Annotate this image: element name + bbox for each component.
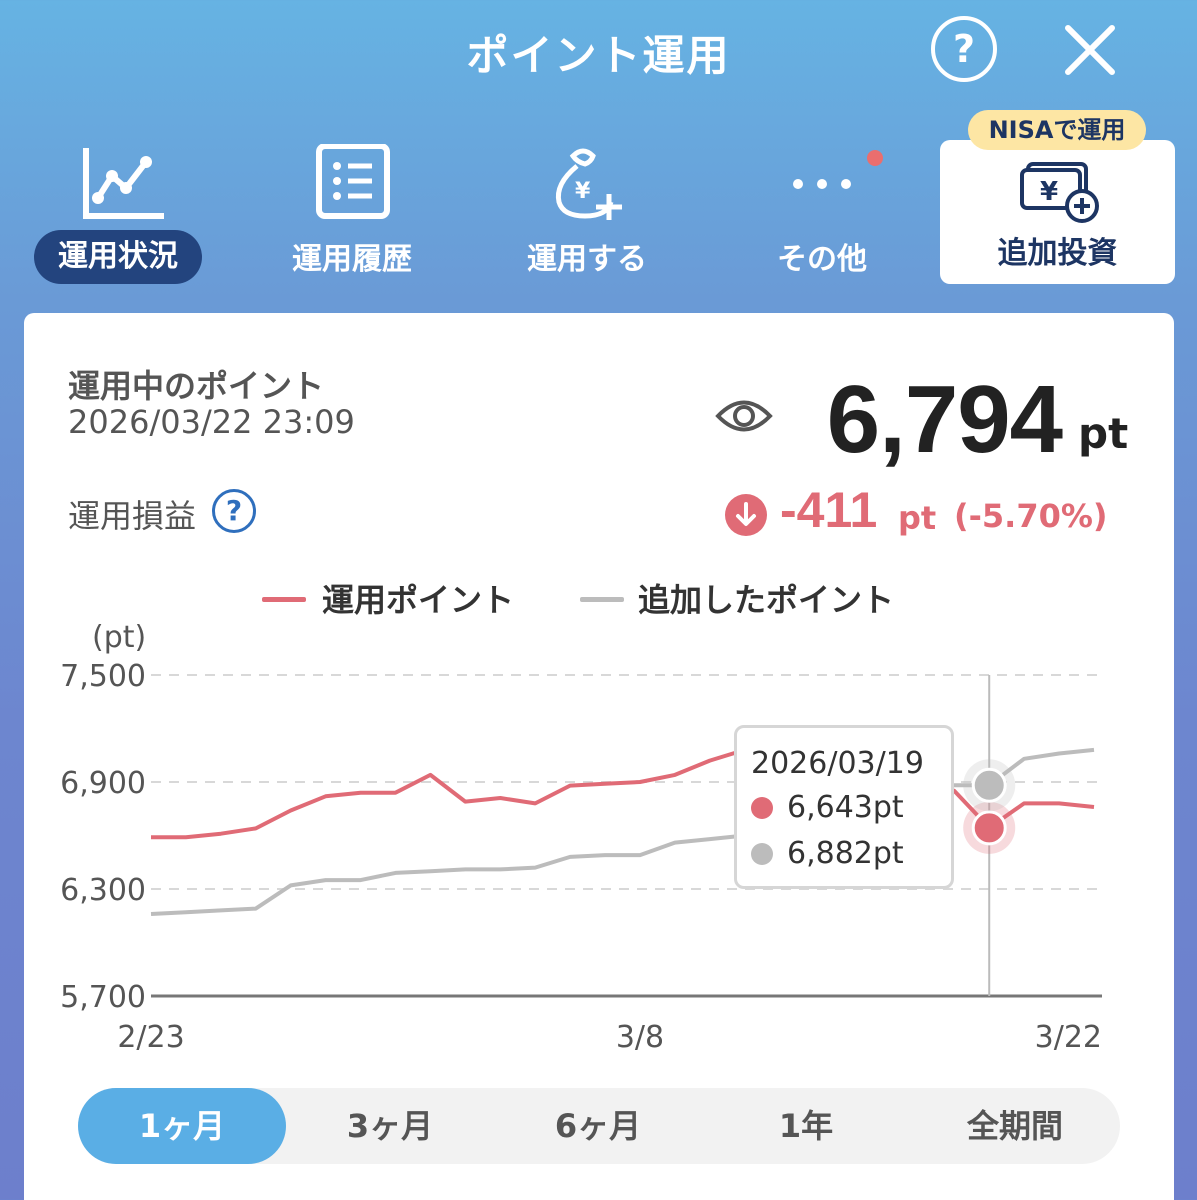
close-icon[interactable] bbox=[1062, 22, 1118, 78]
help-button[interactable]: ? bbox=[931, 16, 997, 82]
yen-bill-plus-icon: ¥ bbox=[1020, 162, 1099, 223]
updated-datetime: 2026/03/22 23:09 bbox=[68, 403, 355, 441]
points-value: 6,794 bbox=[826, 366, 1063, 473]
tooltip-dot-operating bbox=[751, 797, 773, 819]
legend-swatch-operating bbox=[262, 597, 306, 602]
profit-loss-value: -411 bbox=[780, 482, 878, 538]
nav-item-label: 運用履歴 bbox=[292, 242, 412, 277]
tooltip-row-operating: 6,643pt bbox=[751, 790, 904, 825]
tooltip-row-added: 6,882pt bbox=[751, 836, 904, 871]
add-investment-button[interactable]: ¥ 追加投資 bbox=[940, 140, 1175, 284]
x-tick-label: 2/23 bbox=[117, 1020, 184, 1055]
page-title: ポイント運用 bbox=[466, 31, 731, 80]
nav-item-history[interactable]: 運用履歴 bbox=[252, 130, 452, 290]
y-tick-label: 6,900 bbox=[60, 766, 146, 801]
tab-all-time[interactable]: 全期間 bbox=[966, 1107, 1063, 1145]
more-dots-icon bbox=[793, 179, 851, 189]
tab-1-year[interactable]: 1年 bbox=[778, 1107, 834, 1145]
nav-item-label: 運用状況 bbox=[34, 230, 202, 284]
svg-text:¥: ¥ bbox=[1040, 177, 1058, 207]
tooltip-value-added: 6,882pt bbox=[787, 836, 904, 871]
selected-point-operating bbox=[971, 810, 1007, 846]
eye-icon[interactable] bbox=[714, 393, 774, 439]
x-tick-label: 3/8 bbox=[616, 1020, 664, 1055]
nisa-badge: NISAで運用 bbox=[968, 110, 1146, 150]
section-title: 運用中のポイント bbox=[68, 367, 325, 405]
tab-6-months[interactable]: 6ヶ月 bbox=[554, 1107, 642, 1145]
tab-3-months[interactable]: 3ヶ月 bbox=[346, 1107, 434, 1145]
money-bag-plus-icon: ¥ bbox=[555, 148, 622, 220]
list-icon bbox=[316, 144, 390, 219]
nav-item-status[interactable]: 運用状況 bbox=[18, 130, 218, 290]
add-investment-label: 追加投資 bbox=[997, 236, 1118, 271]
profit-loss-label: 運用損益 bbox=[68, 497, 197, 535]
profit-loss-unit: pt bbox=[898, 499, 937, 537]
points-line-chart[interactable]: (pt) 7,500 6,900 6,300 5,700 2/23 3/8 3/22 bbox=[24, 613, 1174, 1073]
range-tabs: 1ヶ月 3ヶ月 6ヶ月 1年 全期間 bbox=[78, 1088, 1120, 1164]
profit-loss-percent: (-5.70%) bbox=[954, 497, 1108, 535]
line-chart-icon bbox=[83, 148, 164, 219]
nav-item-label: 運用する bbox=[527, 242, 647, 277]
app-header: ポイント運用 ? bbox=[0, 0, 1197, 110]
nav-item-label: その他 bbox=[777, 242, 867, 277]
notification-dot bbox=[867, 150, 883, 166]
y-axis-label: (pt) bbox=[92, 620, 146, 655]
tab-1-month[interactable]: 1ヶ月 bbox=[78, 1088, 286, 1164]
y-tick-label: 6,300 bbox=[60, 873, 146, 908]
main-nav: 運用状況 運用履歴 ¥ 運用する その他 bbox=[0, 130, 1197, 290]
profit-loss-help-button[interactable]: ? bbox=[212, 489, 256, 533]
nav-item-invest[interactable]: ¥ 運用する bbox=[487, 130, 687, 290]
tooltip-dot-added bbox=[751, 843, 773, 865]
x-tick-label: 3/22 bbox=[1035, 1020, 1102, 1055]
selected-point-added bbox=[971, 767, 1007, 803]
legend-swatch-added bbox=[580, 597, 624, 602]
tooltip-date: 2026/03/19 bbox=[751, 746, 924, 781]
arrow-down-icon bbox=[725, 494, 767, 536]
tooltip-value-operating: 6,643pt bbox=[787, 790, 904, 825]
chart-tooltip: 2026/03/19 6,643pt 6,882pt bbox=[734, 725, 954, 889]
legend-operating: 運用ポイント bbox=[322, 581, 515, 619]
y-tick-label: 7,500 bbox=[60, 659, 146, 694]
legend-added: 追加したポイント bbox=[638, 581, 895, 619]
portfolio-card: 運用中のポイント 2026/03/22 23:09 6,794 pt 運用損益 … bbox=[24, 313, 1174, 1200]
y-tick-label: 5,700 bbox=[60, 980, 146, 1015]
points-unit: pt bbox=[1078, 409, 1129, 458]
svg-text:¥: ¥ bbox=[575, 179, 591, 204]
nav-item-more[interactable]: その他 bbox=[722, 130, 922, 290]
